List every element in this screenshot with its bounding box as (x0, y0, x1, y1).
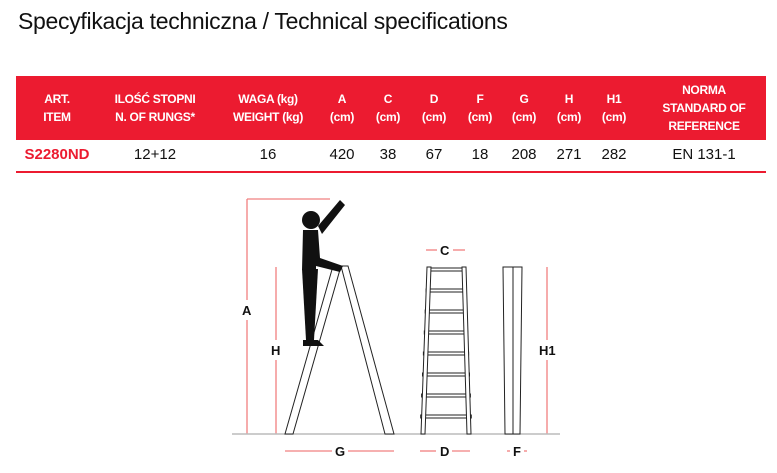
column-header: C (cm) (376, 90, 400, 126)
column-header: H1 (cm) (602, 90, 626, 126)
column-header-line: NORMA (682, 83, 726, 97)
column-header: D (cm) (422, 90, 446, 126)
column-header-line: F (476, 92, 484, 106)
column-header: WAGA (kg) WEIGHT (kg) (233, 90, 303, 126)
column-header-line: WEIGHT (kg) (232, 110, 304, 124)
column-header-line: (cm) (375, 110, 401, 124)
ladder-rung (422, 351, 470, 356)
table-cell: 208 (511, 146, 537, 163)
column-header-line: A (337, 92, 347, 106)
ladder-side-view (512, 266, 523, 435)
ladder-rung (422, 372, 470, 377)
column-header-line: ILOŚĆ STOPNI (114, 92, 196, 106)
ladder-rung (420, 414, 472, 419)
label-d: D (440, 444, 449, 459)
column-header: A (cm) (330, 90, 354, 126)
column-header: G (cm) (512, 90, 536, 126)
column-header-line: N. OF RUNGS* (115, 110, 195, 124)
column-header-line: REFERENCE (668, 119, 740, 133)
column-header: H (cm) (557, 90, 581, 126)
table-cell: 18 (471, 146, 489, 163)
label-c: C (440, 243, 450, 258)
column-header: ART. ITEM (43, 90, 71, 126)
column-header-line: WAGA (kg) (238, 92, 298, 106)
table-cell: 282 (601, 146, 627, 163)
table-cell: 16 (259, 146, 277, 163)
column-header-line: (cm) (467, 110, 493, 124)
column-header-line: C (383, 92, 393, 106)
label-f: F (513, 444, 521, 459)
column-header-line: H (564, 92, 574, 106)
table-row: S2280ND 12+12 16 420 38 67 18 208 271 282 EN 131-1 (16, 140, 766, 173)
label-h: H (271, 343, 280, 358)
ladder-rung (421, 393, 471, 398)
ladder-rung (423, 330, 469, 335)
column-header-line: (cm) (421, 110, 447, 124)
column-header-line: ART. (44, 92, 70, 106)
page-title: Specyfikacja techniczna / Technical spec… (18, 8, 508, 34)
table-cell: 420 (329, 146, 355, 163)
label-g: G (335, 444, 345, 459)
person-silhouette (302, 200, 345, 346)
ladder-rail (461, 266, 472, 435)
table-cell: 12+12 (133, 146, 177, 163)
table-cell: 271 (556, 146, 582, 163)
label-a: A (242, 303, 252, 318)
column-header-line: G (519, 92, 529, 106)
ladder-rung (425, 288, 467, 293)
column-header: ILOŚĆ STOPNI N. OF RUNGS* (115, 90, 196, 126)
ladder-side-view (502, 266, 514, 435)
ladder-rear-leg (340, 265, 395, 435)
ladder-rung (424, 309, 468, 314)
column-header-line: (cm) (601, 110, 627, 124)
table-cell: 67 (425, 146, 443, 163)
ladder-rung (426, 267, 466, 272)
column-header-line: STANDARD OF (662, 101, 746, 115)
column-header-line: (cm) (556, 110, 582, 124)
column-header-line: ITEM (43, 110, 71, 124)
column-header: NORMA STANDARD OF REFERENCE (662, 81, 745, 135)
label-h1: H1 (539, 343, 556, 358)
column-header-line: (cm) (329, 110, 355, 124)
ladder-rail (420, 266, 432, 435)
column-header-line: D (429, 92, 439, 106)
spec-table-header: ART. ITEM ILOŚĆ STOPNI N. OF RUNGS* WAGA (kg… (16, 76, 766, 140)
table-cell: 38 (379, 146, 397, 163)
column-header: F (cm) (468, 90, 492, 126)
table-cell: EN 131-1 (672, 146, 736, 163)
column-header-line: H1 (606, 92, 622, 106)
column-header-line: (cm) (511, 110, 537, 124)
article-code: S2280ND (24, 146, 90, 163)
